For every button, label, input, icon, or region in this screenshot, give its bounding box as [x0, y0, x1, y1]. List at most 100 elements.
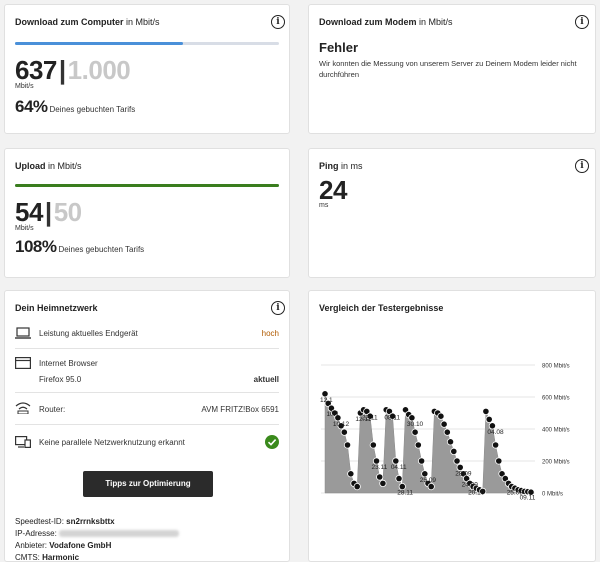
data-point [395, 475, 403, 483]
data-point [488, 422, 496, 430]
data-point [340, 428, 348, 436]
parallel-usage-label: Keine parallele Netzwerknutzung erkannt [39, 438, 185, 447]
speedtest-id: Speedtest-ID: sn2rrnksbttx [15, 517, 115, 526]
device-performance-value: hoch [261, 329, 279, 338]
data-point [369, 441, 377, 449]
cmts: CMTS: Harmonic [15, 553, 80, 562]
router-label: Router: [39, 405, 66, 414]
data-point [527, 488, 535, 496]
browser-status: aktuell [253, 375, 279, 384]
data-point [450, 447, 458, 455]
data-point [411, 428, 419, 436]
data-point [376, 473, 384, 481]
ping-unit: ms [319, 202, 329, 209]
data-point [485, 415, 493, 423]
point-label: 12.11 [355, 416, 371, 423]
comparison-card: Vergleich der Testergebnisse 0 Mbit/s 200… [308, 290, 596, 562]
check-icon [265, 435, 279, 449]
comparison-chart: 0 Mbit/s 200 Mbit/s 400 Mbit/s 600 Mbit/s 80… [320, 364, 570, 502]
download-percent: 64% Deines gebuchten Tarifs [15, 97, 136, 116]
data-point [408, 414, 416, 422]
data-point [492, 441, 500, 449]
browser-version: Firefox 95.0 [39, 375, 82, 384]
info-icon[interactable]: i [271, 15, 285, 29]
ping-value: 24 [319, 175, 347, 205]
data-point [443, 428, 451, 436]
browser-row: Internet Browser Firefox 95.0 aktuell [15, 349, 279, 393]
info-icon[interactable]: i [575, 15, 589, 29]
wifi-icon [15, 402, 31, 414]
info-icon[interactable]: i [271, 301, 285, 315]
data-point [366, 412, 374, 420]
point-label: 28.09 [455, 470, 472, 477]
data-point [379, 479, 387, 487]
data-point [389, 412, 397, 420]
browser-icon [15, 357, 31, 369]
comparison-title: Vergleich der Testergebnisse [319, 303, 444, 313]
point-label: 23.11 [372, 464, 388, 471]
upload-percent: 108% Deines gebuchten Tarifs [15, 237, 145, 256]
upload-progress-bar [15, 184, 279, 187]
point-label: 25.08 [507, 490, 524, 497]
device-performance-row: Leistung aktuelles Endgerät hoch [15, 319, 279, 349]
parallel-usage-row: Keine parallele Netzwerknutzung erkannt [15, 425, 279, 455]
download-card-title: Download zum Computer in Mbit/s [15, 17, 160, 27]
data-point [440, 420, 448, 428]
point-label: 30.10 [407, 421, 424, 428]
data-point [337, 422, 345, 430]
data-point [363, 407, 371, 416]
data-point [334, 414, 342, 422]
device-performance-label: Leistung aktuelles Endgerät [39, 329, 138, 338]
point-label: 25.09 [420, 477, 437, 484]
data-point [372, 457, 381, 465]
y-tick-label: 0 Mbit/s [542, 492, 563, 498]
point-label: 10.12 [333, 421, 350, 428]
point-label: 08.11 [384, 414, 400, 421]
info-icon[interactable]: i [575, 159, 589, 173]
point-label: 12.1 [320, 397, 333, 404]
data-point [479, 487, 487, 495]
laptop-icon [15, 327, 31, 339]
point-label: 28.11 [397, 490, 413, 497]
browser-label: Internet Browser [39, 359, 98, 368]
data-point [321, 390, 329, 398]
upload-value: 54|50 [15, 197, 82, 227]
optimization-tips-button[interactable]: Tipps zur Optimierung [83, 471, 213, 497]
data-point [392, 457, 400, 465]
devices-icon [15, 436, 31, 448]
data-point [414, 441, 422, 449]
data-point [327, 404, 335, 412]
download-progress-fill [15, 42, 184, 45]
upload-card: Upload in Mbit/s 54|50 Mbit/s 108% Deines… [4, 148, 290, 278]
provider: Anbieter: Vodafone GmbH [15, 541, 112, 550]
download-card: Download zum Computer in Mbit/s i 637|1.… [4, 4, 290, 134]
download-progress-bar [15, 42, 279, 45]
point-label: 04.11 [391, 464, 407, 471]
y-tick-label: 800 Mbit/s [542, 364, 570, 370]
data-point [421, 470, 429, 478]
upload-card-title: Upload in Mbit/s [15, 161, 82, 171]
modem-error-text: Wir konnten die Messung von unserem Serv… [319, 59, 577, 79]
router-value: AVM FRITZ!Box 6591 [201, 405, 279, 414]
data-point [343, 441, 352, 449]
y-tick-label: 400 Mbit/s [542, 428, 570, 434]
y-tick-label: 600 Mbit/s [542, 396, 570, 402]
y-tick-label: 200 Mbit/s [542, 460, 570, 466]
data-point [347, 470, 355, 478]
home-network-card: Dein Heimnetzwerk i Leistung aktuelles E… [4, 290, 290, 562]
ip-address: IP-Adresse: [15, 529, 180, 538]
ping-card-title: Ping in ms [319, 161, 363, 171]
data-point [353, 483, 361, 491]
point-label: 04.08 [487, 429, 504, 436]
data-point [456, 463, 464, 471]
home-network-title: Dein Heimnetzwerk [15, 303, 98, 313]
data-point [446, 438, 455, 446]
upload-progress-fill [15, 184, 279, 187]
point-label: 09.11 [520, 494, 536, 501]
modem-card: Download zum Modem in Mbit/s i Fehler Wi… [308, 4, 596, 134]
upload-unit: Mbit/s [15, 225, 34, 232]
data-point [437, 412, 445, 420]
modem-card-title: Download zum Modem in Mbit/s [319, 17, 453, 27]
data-point [495, 457, 503, 465]
point-label: 10.1 [326, 411, 339, 418]
